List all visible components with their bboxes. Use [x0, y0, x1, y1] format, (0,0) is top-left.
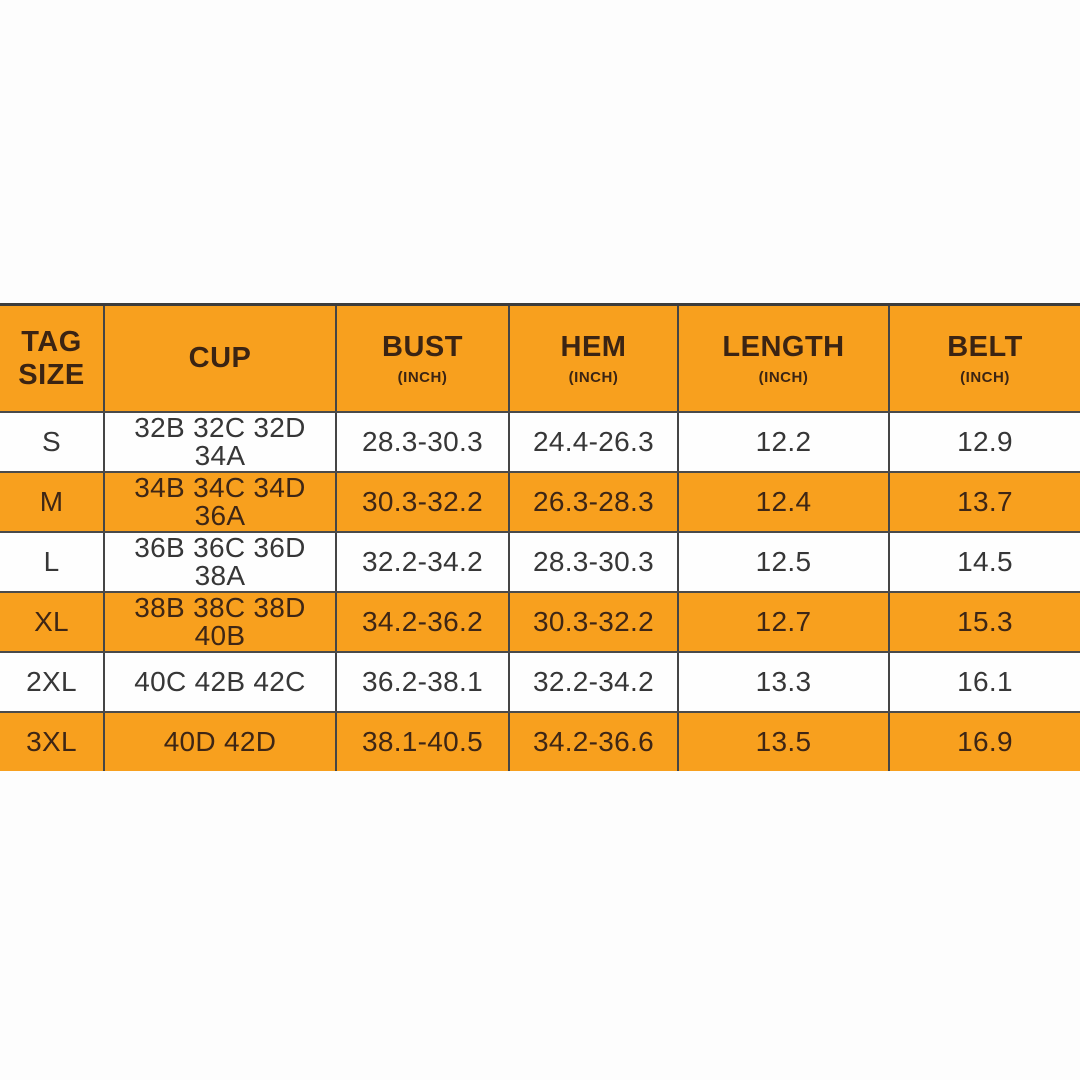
cell-bust: 32.2-34.2 — [337, 533, 510, 591]
table-row-3xl: 3XL 40D 42D 38.1-40.5 34.2-36.6 13.5 16.9 — [0, 711, 1080, 771]
cell-bust: 36.2-38.1 — [337, 653, 510, 711]
cell-length: 12.4 — [679, 473, 890, 531]
cell-cup: 36B 36C 36D 38A — [105, 533, 337, 591]
header-unit-label-belt: (INCH) — [960, 369, 1010, 387]
cell-bust: 28.3-30.3 — [337, 413, 510, 471]
header-cell-hem: HEM (INCH) — [510, 306, 679, 411]
cell-value: 13.7 — [957, 486, 1013, 517]
cell-length: 12.2 — [679, 413, 890, 471]
cell-belt: 16.1 — [890, 653, 1080, 711]
cell-value: 12.4 — [755, 486, 812, 517]
cell-value: 12.9 — [957, 426, 1013, 457]
header-label-length: LENGTH — [722, 330, 845, 363]
cell-value: 36B 36C 36D 38A — [134, 533, 306, 591]
cell-belt: 16.9 — [890, 713, 1080, 771]
cell-value: L — [43, 546, 60, 577]
header-unit-label-bust: (INCH) — [397, 369, 448, 387]
cell-belt: 15.3 — [890, 593, 1080, 651]
cell-value: 14.5 — [957, 546, 1013, 577]
cell-tag: L — [0, 533, 105, 591]
cell-bust: 30.3-32.2 — [337, 473, 510, 531]
header-unit-label-hem: (INCH) — [568, 369, 619, 387]
table-row-s: S 32B 32C 32D 34A 28.3-30.3 24.4-26.3 12.2 12… — [0, 411, 1080, 471]
cell-value: 28.3-30.3 — [532, 546, 655, 577]
header-cell-cup: CUP — [105, 306, 337, 411]
cell-cup: 40C 42B 42C — [105, 653, 337, 711]
cell-value: 34.2-36.6 — [532, 726, 655, 757]
cell-bust: 34.2-36.2 — [337, 593, 510, 651]
cell-length: 13.3 — [679, 653, 890, 711]
header-label-cup: CUP — [188, 342, 252, 375]
cell-tag: S — [0, 413, 105, 471]
cell-length: 12.5 — [679, 533, 890, 591]
cell-value: 32.2-34.2 — [361, 546, 484, 577]
cell-hem: 24.4-26.3 — [510, 413, 679, 471]
cell-hem: 30.3-32.2 — [510, 593, 679, 651]
table-row-l: L 36B 36C 36D 38A 32.2-34.2 28.3-30.3 12.5 14… — [0, 531, 1080, 591]
cell-tag: M — [0, 473, 105, 531]
table-row-2xl: 2XL 40C 42B 42C 36.2-38.1 32.2-34.2 13.3 16.1 — [0, 651, 1080, 711]
header-cell-bust: BUST (INCH) — [337, 306, 510, 411]
header-cell-tag: TAG SIZE — [0, 306, 105, 411]
cell-value: 12.7 — [755, 606, 812, 637]
cell-value: 15.3 — [957, 606, 1013, 637]
cell-value: 30.3-32.2 — [361, 486, 484, 517]
header-label-bust: BUST — [382, 330, 463, 363]
header-label-belt: BELT — [947, 330, 1023, 363]
cell-tag: XL — [0, 593, 105, 651]
cell-cup: 32B 32C 32D 34A — [105, 413, 337, 471]
cell-belt: 12.9 — [890, 413, 1080, 471]
cell-value: XL — [34, 606, 69, 637]
cell-value: 28.3-30.3 — [361, 426, 484, 457]
cell-value: 36.2-38.1 — [361, 666, 484, 697]
cell-value: 24.4-26.3 — [532, 426, 655, 457]
cell-value: 12.2 — [755, 426, 812, 457]
cell-value: 40C 42B 42C — [134, 666, 306, 697]
header-label-hem: HEM — [560, 330, 627, 363]
cell-hem: 26.3-28.3 — [510, 473, 679, 531]
cell-cup: 38B 38C 38D 40B — [105, 593, 337, 651]
cell-value: 2XL — [26, 666, 77, 697]
size-chart-table: TAG SIZE CUP BUST (INCH) HEM (INCH) LENGTH (INC… — [0, 303, 1080, 771]
cell-cup: 34B 34C 34D 36A — [105, 473, 337, 531]
cell-value: 16.1 — [957, 666, 1013, 697]
header-cell-belt: BELT (INCH) — [890, 306, 1080, 411]
cell-value: 38B 38C 38D 40B — [134, 593, 306, 651]
cell-value: 34.2-36.2 — [361, 606, 484, 637]
cell-belt: 14.5 — [890, 533, 1080, 591]
cell-value: 26.3-28.3 — [532, 486, 655, 517]
header-unit-label-length: (INCH) — [758, 369, 809, 387]
cell-value: 32.2-34.2 — [532, 666, 655, 697]
cell-value: 13.5 — [755, 726, 812, 757]
header-cell-length: LENGTH (INCH) — [679, 306, 890, 411]
cell-hem: 28.3-30.3 — [510, 533, 679, 591]
cell-value: 13.3 — [755, 666, 812, 697]
cell-value: S — [42, 426, 61, 457]
cell-bust: 38.1-40.5 — [337, 713, 510, 771]
cell-cup: 40D 42D — [105, 713, 337, 771]
cell-value: 3XL — [26, 726, 77, 757]
cell-belt: 13.7 — [890, 473, 1080, 531]
cell-value: 30.3-32.2 — [532, 606, 655, 637]
cell-length: 12.7 — [679, 593, 890, 651]
cell-value: M — [39, 486, 64, 517]
table-body: S 32B 32C 32D 34A 28.3-30.3 24.4-26.3 12.2 12… — [0, 411, 1080, 771]
table-row-m: M 34B 34C 34D 36A 30.3-32.2 26.3-28.3 12.4 13… — [0, 471, 1080, 531]
cell-value: 12.5 — [755, 546, 812, 577]
header-label-tag: TAG SIZE — [18, 326, 85, 391]
table-row-xl: XL 38B 38C 38D 40B 34.2-36.2 30.3-32.2 12.7 1… — [0, 591, 1080, 651]
cell-tag: 2XL — [0, 653, 105, 711]
cell-value: 16.9 — [957, 726, 1013, 757]
cell-hem: 34.2-36.6 — [510, 713, 679, 771]
cell-value: 32B 32C 32D 34A — [134, 413, 306, 471]
cell-value: 34B 34C 34D 36A — [134, 473, 306, 531]
cell-value: 40D 42D — [163, 726, 277, 757]
table-header-row: TAG SIZE CUP BUST (INCH) HEM (INCH) LENGTH (INC… — [0, 306, 1080, 411]
cell-value: 38.1-40.5 — [361, 726, 484, 757]
cell-tag: 3XL — [0, 713, 105, 771]
cell-length: 13.5 — [679, 713, 890, 771]
cell-hem: 32.2-34.2 — [510, 653, 679, 711]
